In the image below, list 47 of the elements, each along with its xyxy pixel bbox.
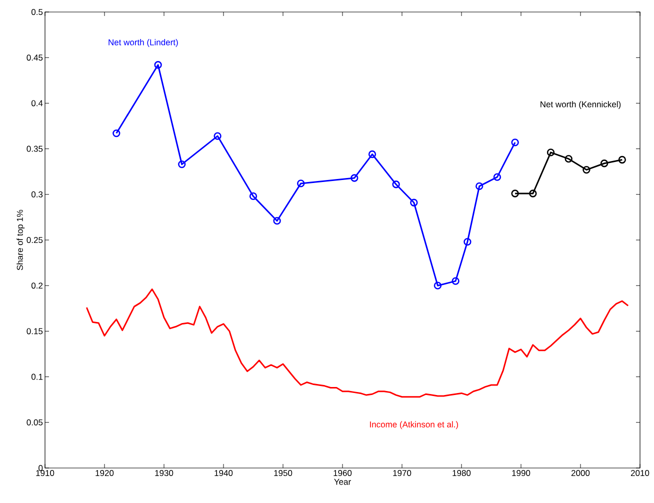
point <box>392 180 400 188</box>
x-tick-label: 1920 <box>96 470 114 476</box>
point <box>564 154 572 163</box>
point <box>582 166 590 174</box>
x-tick-label: 2010 <box>630 470 650 476</box>
point <box>464 238 472 246</box>
y-tick-label: 0.2 <box>31 282 43 289</box>
y-tick-label: 0.15 <box>26 328 43 334</box>
text: Net worth (Lindert) <box>108 39 178 47</box>
y-tick-label: 0.3 <box>31 191 43 198</box>
point <box>249 192 258 200</box>
legend-label: Net worth (Kennickel) <box>540 101 621 109</box>
point <box>529 190 537 198</box>
y-axis-title: Share of top 1% <box>16 210 25 270</box>
text: Income (Atkinson et al.) <box>370 421 458 430</box>
point <box>476 182 484 190</box>
point <box>410 198 418 206</box>
point <box>368 150 376 158</box>
point <box>154 61 162 69</box>
point <box>297 180 305 188</box>
x-tick-label: 1960 <box>334 470 352 476</box>
x-tick-label: 1910 <box>36 470 54 476</box>
y-tick-label: 0.05 <box>26 419 43 426</box>
y-tick-label: 0.25 <box>26 236 43 244</box>
x-axis-title: Year <box>334 478 351 485</box>
point <box>452 277 460 285</box>
x-tick-label: 1930 <box>155 470 174 476</box>
x-tick-label: 1980 <box>452 470 471 476</box>
x-tick-label: 1950 <box>274 470 292 476</box>
x-tick-label: 1970 <box>393 470 412 476</box>
y-tick-label: 0.1 <box>31 374 43 380</box>
y-tick-label: 0.4 <box>31 100 43 106</box>
point <box>273 217 281 225</box>
y-tick-label: 0.35 <box>26 146 43 152</box>
point <box>546 148 555 156</box>
point <box>214 132 222 140</box>
y-tick-label: 0.45 <box>26 54 43 61</box>
x-tick-label: 1990 <box>512 470 530 476</box>
point <box>434 282 442 290</box>
point <box>178 160 186 168</box>
x-tick-label: 2000 <box>571 470 590 476</box>
y-tick-label: 0 <box>38 464 43 472</box>
x-tick-label: 1940 <box>214 470 233 476</box>
point <box>493 173 502 181</box>
y-tick-label: 0.5 <box>31 8 43 16</box>
point <box>600 160 608 168</box>
point <box>350 174 358 182</box>
